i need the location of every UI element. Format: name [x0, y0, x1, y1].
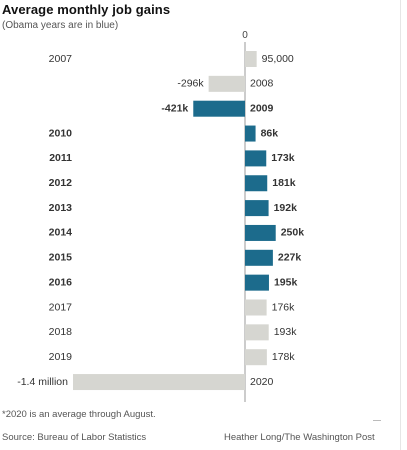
chart-subtitle: (Obama years are in blue) — [2, 20, 119, 31]
year-label-2019: 2019 — [49, 351, 73, 363]
year-label-2008: 2008 — [250, 78, 274, 90]
value-label-2014: 250k — [281, 227, 305, 239]
value-label-2012: 181k — [272, 177, 296, 189]
bar-2017 — [245, 299, 267, 316]
value-label-2018: 193k — [274, 326, 298, 338]
bar-2008 — [208, 75, 245, 92]
year-label-2016: 2016 — [49, 276, 73, 288]
bar-2016 — [245, 274, 269, 291]
bar-2018 — [245, 324, 269, 341]
value-label-2020: -1.4 million — [17, 376, 68, 388]
year-label-2012: 2012 — [49, 177, 73, 189]
value-label-2013: 192k — [274, 202, 298, 214]
year-label-2007: 2007 — [49, 53, 73, 65]
bar-2010 — [245, 125, 256, 142]
year-label-2018: 2018 — [49, 326, 73, 338]
value-label-2019: 178k — [272, 351, 296, 363]
value-label-2009: -421k — [161, 102, 188, 114]
value-label-2010: 86k — [261, 127, 279, 139]
bar-2019 — [245, 349, 267, 366]
year-label-2011: 2011 — [49, 152, 72, 164]
footnote: *2020 is an average through August. — [2, 409, 156, 420]
value-label-2016: 195k — [274, 276, 298, 288]
bar-2020 — [73, 374, 245, 391]
credit-note: Heather Long/The Washington Post — [224, 432, 375, 443]
bar-2015 — [245, 249, 273, 266]
bar-2009 — [193, 100, 245, 117]
chart-title: Average monthly job gains — [2, 2, 171, 17]
bar-2011 — [245, 150, 267, 167]
value-label-2017: 176k — [272, 301, 296, 313]
year-label-2017: 2017 — [49, 301, 73, 313]
bar-2007 — [245, 51, 257, 67]
year-label-2014: 2014 — [49, 227, 73, 239]
frame-edge — [400, 0, 401, 450]
value-label-2008: -296k — [177, 78, 204, 90]
year-label-2009: 2009 — [250, 102, 274, 114]
year-label-2020: 2020 — [250, 376, 274, 388]
bar-2012 — [245, 175, 268, 192]
zero-tick-label: 0 — [242, 30, 248, 41]
footer-tick — [373, 420, 381, 421]
year-label-2013: 2013 — [49, 202, 73, 214]
value-label-2007: 95,000 — [262, 53, 294, 65]
year-label-2010: 2010 — [49, 127, 73, 139]
source-note: Source: Bureau of Labor Statistics — [2, 432, 147, 443]
year-label-2015: 2015 — [49, 252, 73, 264]
value-label-2011: 173k — [271, 152, 295, 164]
value-label-2015: 227k — [278, 252, 302, 264]
bar-2014 — [245, 224, 276, 241]
bar-2013 — [245, 200, 269, 217]
